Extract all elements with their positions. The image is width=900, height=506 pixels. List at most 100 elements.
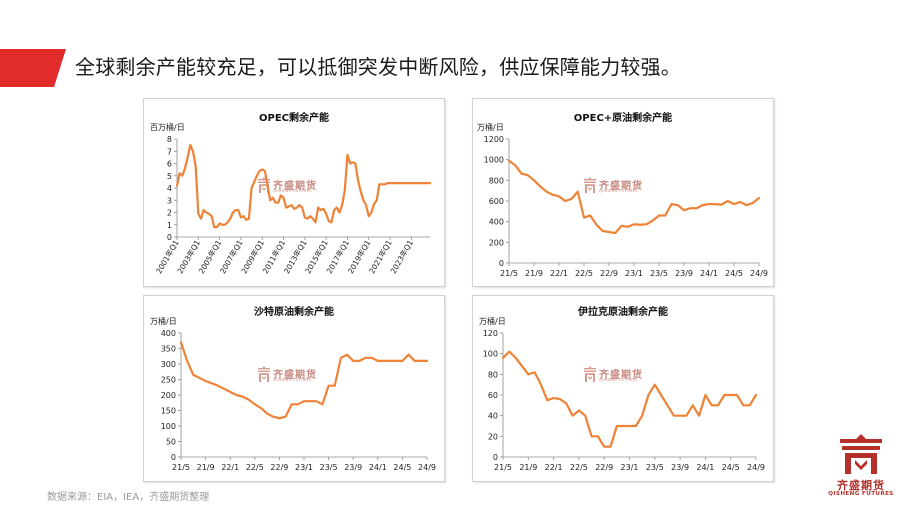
x-tick-label: 23/5 — [646, 463, 664, 472]
x-tick-label: 24/1 — [696, 463, 714, 472]
title-accent-bar — [0, 49, 66, 87]
chart-iraq: 0 20 40 60 80 100 120 21/5 21/9 22/1 22/5 22/9 23/1 2… — [483, 329, 765, 472]
x-tick-label: 24/9 — [750, 269, 768, 278]
y-tick-label: 5 — [167, 172, 172, 181]
x-tick-label: 21/9 — [519, 463, 537, 472]
x-tick-label: 24/1 — [700, 269, 718, 278]
y-tick-label: 200 — [161, 391, 176, 400]
x-tick-label: 24/5 — [725, 269, 743, 278]
chart-panel-iraq: 伊拉克原油剩余产能 万桶/日 齐盛期货 QISHENG FUTURES 0 20 4… — [472, 295, 774, 482]
watermark-cn: 齐盛期货 — [273, 181, 317, 192]
y-tick-label: 2 — [167, 209, 172, 218]
y-tick-label: 8 — [167, 135, 172, 144]
x-tick-label: 22/1 — [545, 463, 563, 472]
y-tick-label: 1000 — [484, 156, 504, 165]
watermark: 齐盛期货 QISHENG FUTURES — [583, 177, 659, 195]
chart-panel-opec: OPEC剩余产能 百万桶/日 齐盛期货 QISHENG FUTURES 0 1 2 3… — [143, 98, 445, 287]
chart-saudi: 0 50 100 150 200 250 300 350 400 21/5 21/9 22/1 22/5… — [161, 329, 436, 472]
y-axis-unit: 百万桶/日 — [150, 123, 185, 132]
logo-text-en: QISHENG FUTURES — [828, 491, 894, 497]
x-tick-label: 22/1 — [221, 463, 239, 472]
x-tick-label: 21/9 — [525, 269, 543, 278]
y-tick-label: 80 — [488, 370, 498, 379]
y-tick-label: 150 — [161, 407, 176, 416]
qisheng-watermark-icon — [584, 177, 596, 193]
y-tick-label: 250 — [161, 376, 176, 385]
x-tick-label: 22/9 — [595, 463, 613, 472]
y-tick-label: 20 — [488, 432, 498, 441]
qisheng-watermark-icon — [258, 366, 270, 382]
series-line — [507, 159, 761, 235]
y-tick-label: 100 — [483, 350, 498, 359]
slide-headline: 全球剩余产能较充足，可以抵御突发中断风险，供应保障能力较强。 — [75, 55, 681, 79]
x-tick-label: 24/9 — [747, 463, 765, 472]
x-tick-label: 23/1 — [625, 269, 643, 278]
x-tick-label: 21/5 — [494, 463, 512, 472]
watermark-en: QISHENG FUTURES — [599, 189, 638, 193]
chart-opec: 0123456782001年Q12003年Q12005年Q12007年Q1200… — [153, 135, 432, 275]
series-line — [501, 350, 758, 448]
x-tick-label: 23/5 — [650, 269, 668, 278]
y-tick-label: 400 — [489, 218, 504, 227]
y-axis-unit: 万桶/日 — [479, 317, 506, 326]
y-tick-label: 0 — [493, 453, 498, 462]
x-tick-label: 23/1 — [295, 463, 313, 472]
y-tick-label: 400 — [161, 329, 176, 338]
qisheng-watermark-icon — [584, 366, 596, 382]
watermark-cn: 齐盛期货 — [599, 181, 643, 192]
y-tick-label: 350 — [161, 345, 176, 354]
watermark-en: QISHENG FUTURES — [273, 378, 312, 382]
chart-title: OPEC+原油剩余产能 — [573, 113, 673, 124]
y-tick-label: 4 — [167, 184, 172, 193]
watermark-cn: 齐盛期货 — [599, 370, 643, 381]
y-axis-unit: 万桶/日 — [477, 123, 504, 132]
chart-title: OPEC剩余产能 — [259, 113, 329, 124]
y-tick-label: 1200 — [484, 135, 504, 144]
y-tick-label: 3 — [167, 196, 172, 205]
y-tick-label: 1 — [167, 221, 172, 230]
x-tick-label: 24/9 — [418, 463, 436, 472]
x-tick-label: 21/9 — [197, 463, 215, 472]
x-tick-label: 22/5 — [570, 463, 588, 472]
x-tick-label: 22/9 — [600, 269, 618, 278]
y-tick-label: 120 — [483, 329, 498, 338]
x-tick-label: 24/5 — [722, 463, 740, 472]
watermark: 齐盛期货 QISHENG FUTURES — [583, 366, 659, 384]
x-tick-label: 22/5 — [246, 463, 264, 472]
series-line — [175, 144, 432, 229]
y-tick-label: 60 — [488, 391, 498, 400]
x-tick-label: 22/5 — [575, 269, 593, 278]
watermark: 齐盛期货 QISHENG FUTURES — [257, 366, 333, 384]
series-line — [179, 341, 429, 420]
x-tick-label: 24/1 — [369, 463, 387, 472]
y-tick-label: 50 — [166, 438, 176, 447]
y-tick-label: 0 — [167, 233, 172, 242]
x-tick-label: 23/9 — [671, 463, 689, 472]
x-tick-label: 21/5 — [500, 269, 518, 278]
y-tick-label: 100 — [161, 422, 176, 431]
y-tick-label: 0 — [171, 453, 176, 462]
x-tick-label: 22/9 — [270, 463, 288, 472]
y-tick-label: 300 — [161, 360, 176, 369]
x-tick-label: 23/5 — [320, 463, 338, 472]
chart-panel-saudi: 沙特原油剩余产能 万桶/日 齐盛期货 QISHENG FUTURES 0 50 10… — [143, 295, 445, 482]
y-tick-label: 40 — [488, 412, 498, 421]
y-tick-label: 200 — [489, 238, 504, 247]
x-tick-label: 23/9 — [344, 463, 362, 472]
logo-text-cn: 齐盛期货 — [837, 479, 885, 492]
y-tick-label: 800 — [489, 176, 504, 185]
x-tick-label: 23/9 — [675, 269, 693, 278]
chart-title: 伊拉克原油剩余产能 — [578, 307, 668, 318]
y-tick-label: 7 — [167, 147, 172, 156]
watermark-en: QISHENG FUTURES — [273, 189, 312, 193]
x-tick-label: 21/5 — [172, 463, 190, 472]
chart-title: 沙特原油剩余产能 — [254, 307, 334, 318]
qisheng-logo-icon — [840, 434, 882, 474]
x-tick-label: 24/5 — [393, 463, 411, 472]
y-axis-unit: 万桶/日 — [150, 317, 177, 326]
y-tick-label: 0 — [499, 259, 504, 268]
data-source-note: 数据来源：EIA，IEA，齐盛期货整理 — [47, 492, 210, 503]
watermark-en: QISHENG FUTURES — [599, 378, 638, 382]
y-tick-label: 6 — [167, 160, 172, 169]
